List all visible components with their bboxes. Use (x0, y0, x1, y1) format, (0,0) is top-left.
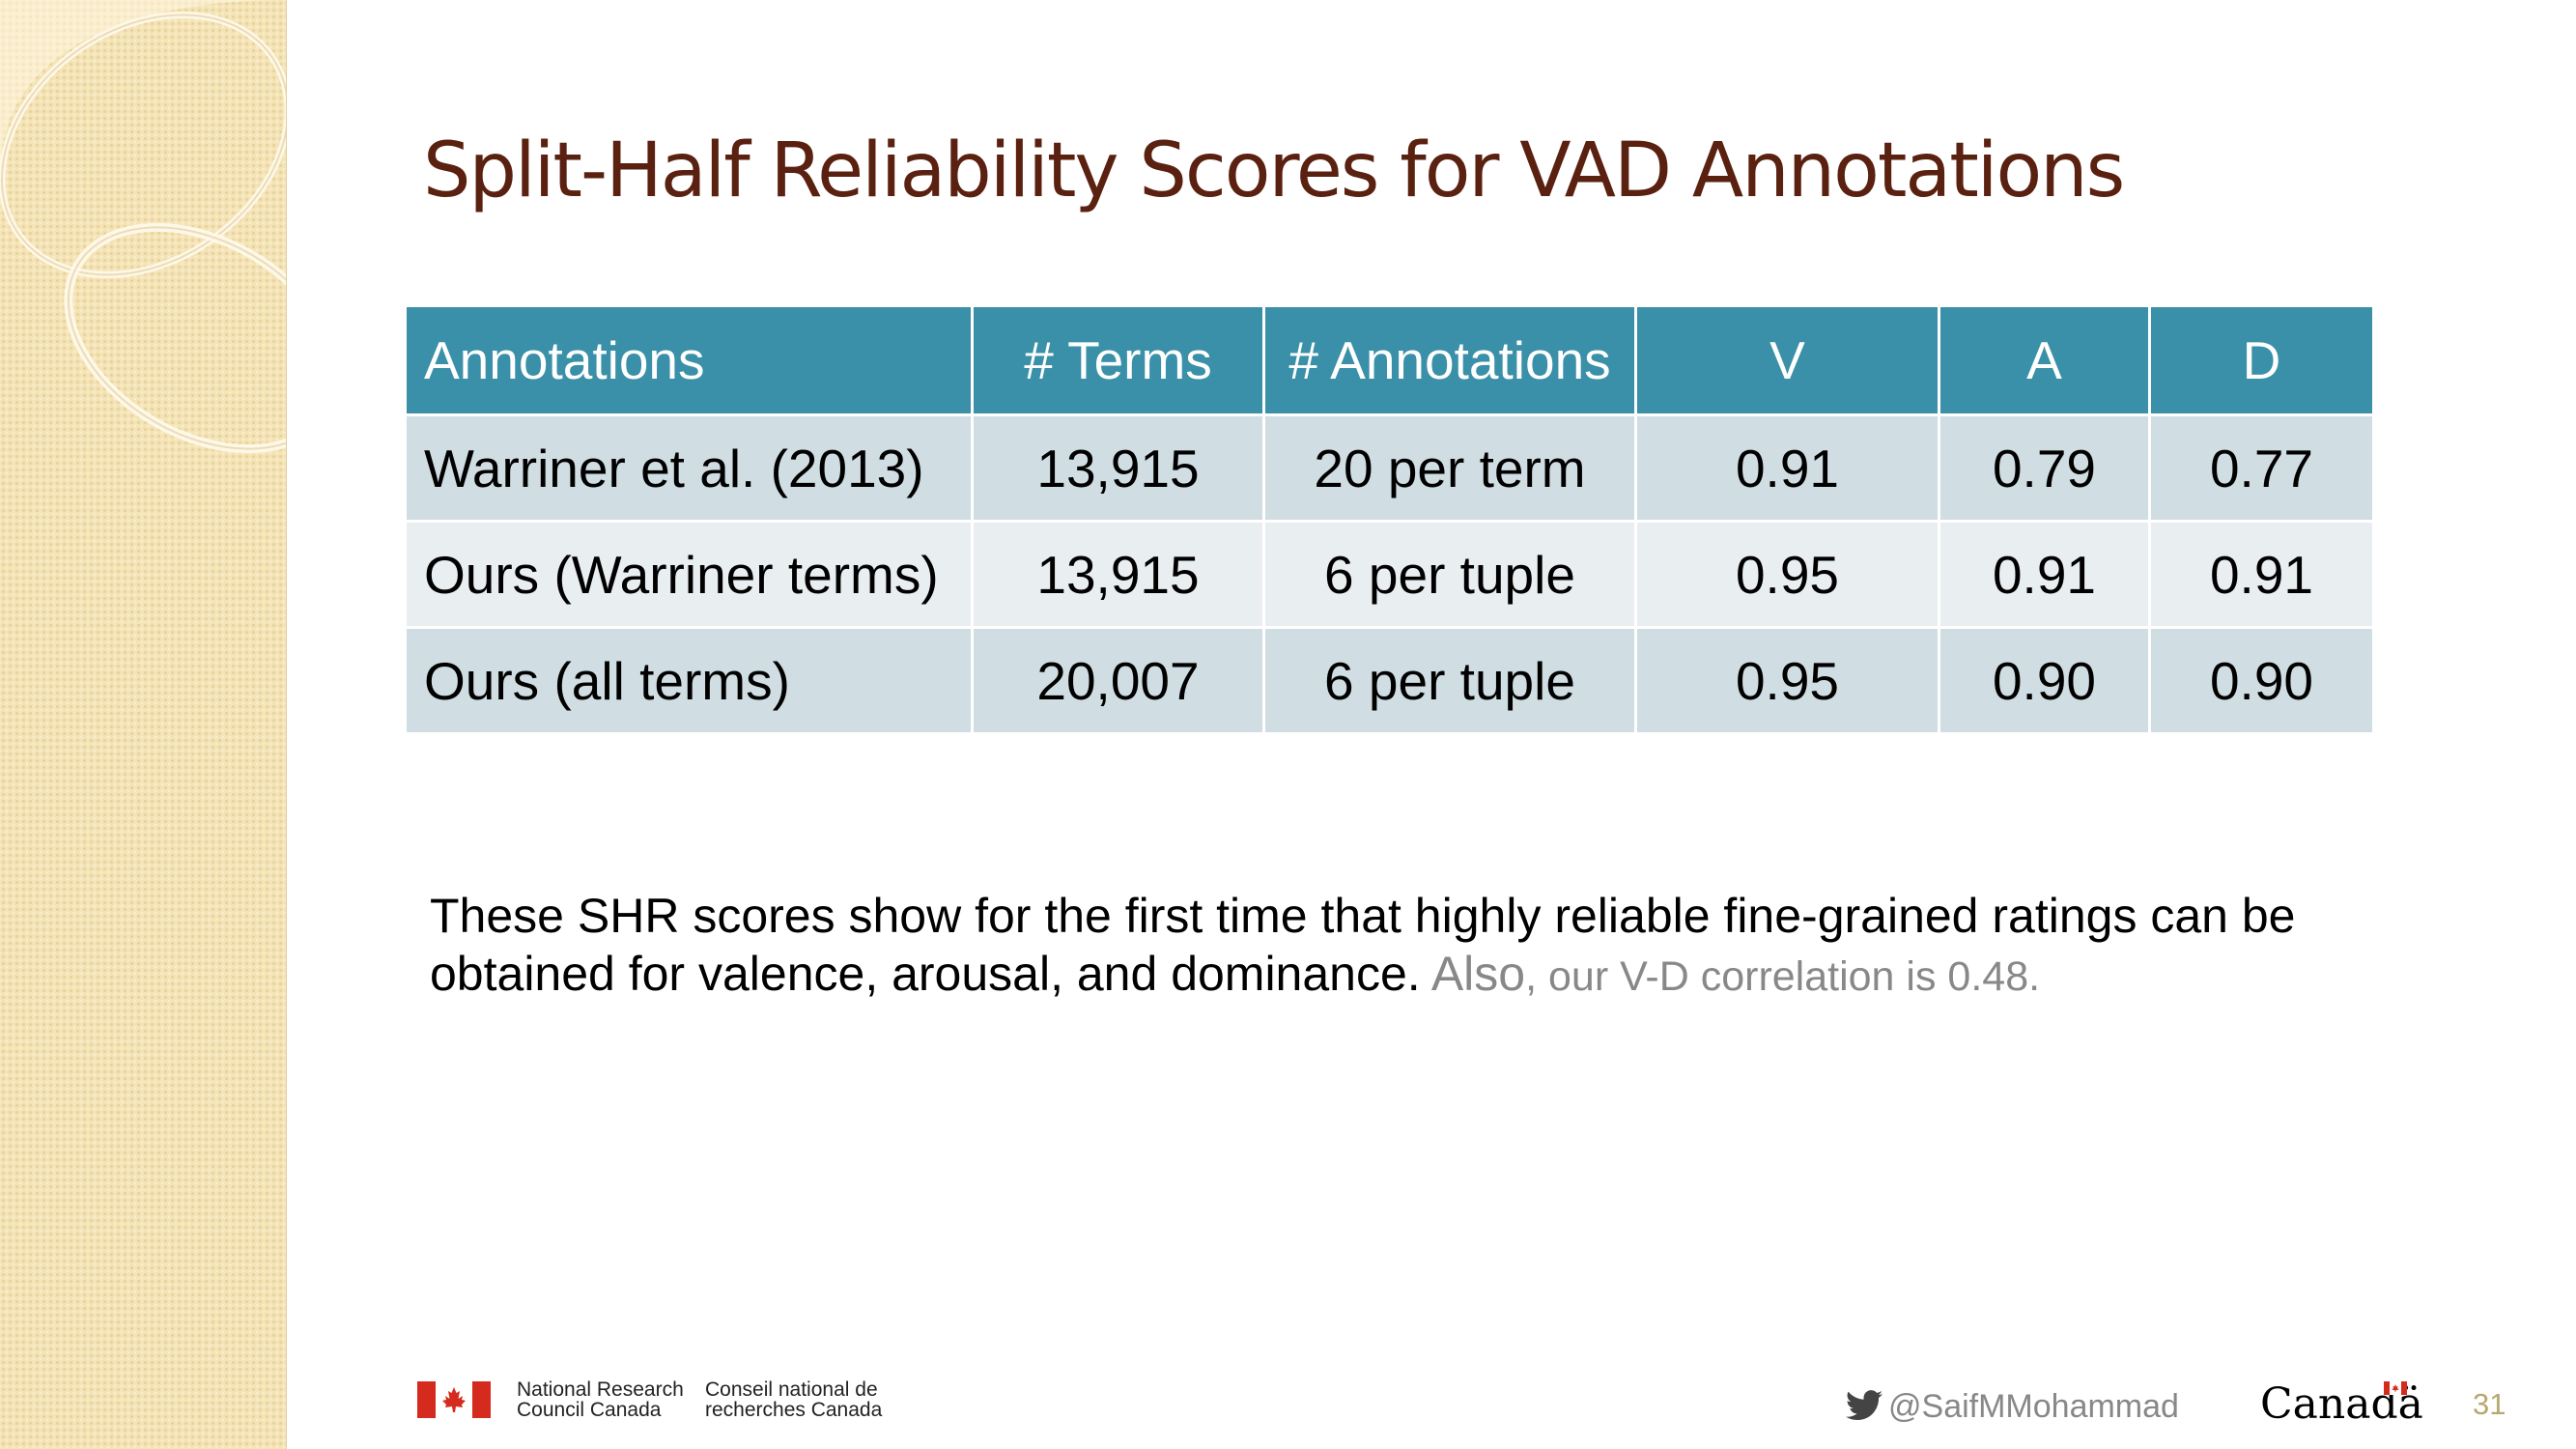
table-cell: Ours (Warriner terms) (404, 520, 974, 629)
header-num-annotations: # Annotations (1262, 304, 1637, 416)
twitter-handle: @SaifMMohammad (1888, 1388, 2179, 1425)
slide-title: Split-Half Reliability Scores for VAD An… (423, 128, 2125, 214)
note-also-text: Also (1430, 947, 1526, 1001)
note-main-text: These SHR scores show for the first time… (430, 889, 2296, 1001)
table-cell: 13,915 (971, 520, 1265, 629)
nrc-english-name: National Research Council Canada (517, 1378, 684, 1421)
summary-note: These SHR scores show for the first time… (430, 887, 2362, 1006)
table-cell: 0.77 (2148, 413, 2375, 523)
header-terms: # Terms (971, 304, 1265, 416)
table-row: Warriner et al. (2013) 13,915 20 per ter… (404, 413, 2375, 523)
table-cell: 13,915 (971, 413, 1265, 523)
header-d: D (2148, 304, 2375, 416)
slide-number: 31 (2473, 1387, 2506, 1421)
table-header-row: Annotations # Terms # Annotations V A D (404, 304, 2375, 416)
table-cell: 20 per term (1262, 413, 1637, 523)
decorative-swirl-graphic (0, 0, 286, 454)
table-row: Ours (Warriner terms) 13,915 6 per tuple… (404, 520, 2375, 629)
table-cell: 6 per tuple (1262, 626, 1637, 735)
table-cell: 0.91 (2148, 520, 2375, 629)
table-cell: 0.91 (1634, 413, 1940, 523)
table-cell: 0.95 (1634, 520, 1940, 629)
canada-wordmark-flag-icon (2384, 1381, 2407, 1395)
table-cell: 6 per tuple (1262, 520, 1637, 629)
table-cell: Warriner et al. (2013) (404, 413, 974, 523)
nrc-french-name: Conseil national de recherches Canada (705, 1378, 883, 1421)
header-annotations: Annotations (404, 304, 974, 416)
table-cell: Ours (all terms) (404, 626, 974, 735)
decorative-sidebar (0, 0, 287, 1449)
table-cell: 0.90 (2148, 626, 2375, 735)
header-v: V (1634, 304, 1940, 416)
canada-flag-icon (417, 1381, 491, 1418)
table-cell: 0.90 (1938, 626, 2151, 735)
table-cell: 0.95 (1634, 626, 1940, 735)
header-a: A (1938, 304, 2151, 416)
table-cell: 0.91 (1938, 520, 2151, 629)
table-cell: 0.79 (1938, 413, 2151, 523)
reliability-table: Annotations # Terms # Annotations V A D … (404, 304, 2375, 735)
table-row: Ours (all terms) 20,007 6 per tuple 0.95… (404, 626, 2375, 735)
note-correlation-text: , our V-D correlation is 0.48. (1525, 953, 2041, 1000)
table-cell: 20,007 (971, 626, 1265, 735)
twitter-bird-icon (1846, 1390, 1882, 1421)
